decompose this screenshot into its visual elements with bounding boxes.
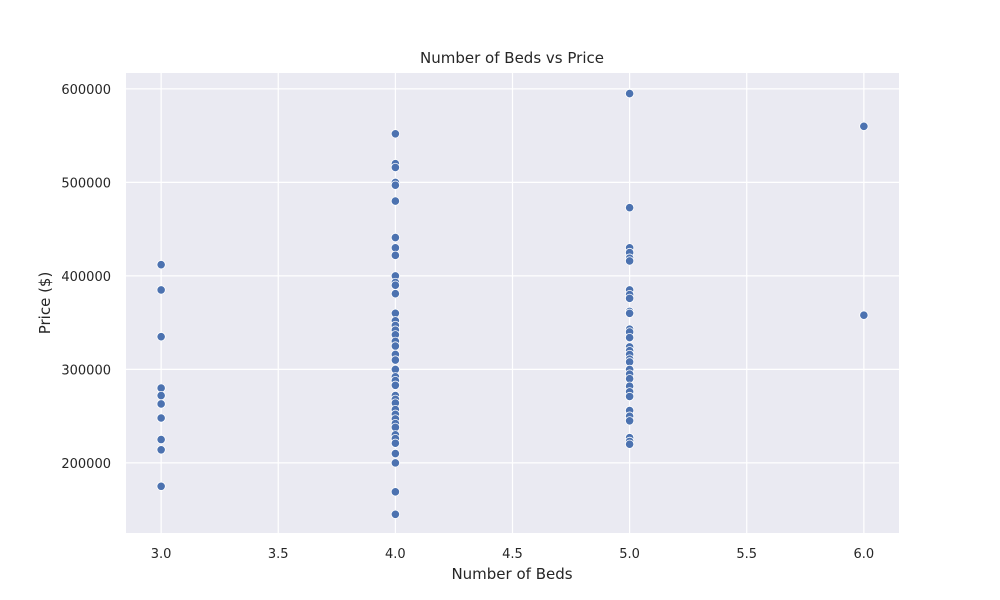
data-point <box>390 487 400 497</box>
data-point <box>156 481 166 491</box>
x-tick-label: 4.0 <box>385 547 406 562</box>
y-tick-label: 500000 <box>61 176 111 191</box>
x-tick-label: 5.5 <box>736 547 757 562</box>
x-axis-label: Number of Beds <box>451 565 572 583</box>
data-point <box>390 280 400 290</box>
data-point <box>625 416 635 426</box>
y-tick-label: 300000 <box>61 363 111 378</box>
y-tick-label: 600000 <box>61 83 111 98</box>
data-point <box>390 162 400 173</box>
data-point <box>859 310 869 320</box>
data-point <box>156 399 166 409</box>
chart-title: Number of Beds vs Price <box>420 49 604 67</box>
x-tick-label: 4.5 <box>502 547 523 562</box>
x-tick-label: 5.0 <box>619 547 640 562</box>
data-point <box>625 256 635 266</box>
data-point <box>156 260 166 270</box>
x-tick-label: 3.5 <box>268 547 289 562</box>
data-point <box>390 196 400 206</box>
data-point <box>156 445 166 455</box>
y-tick-label: 200000 <box>61 457 111 472</box>
data-point <box>625 391 635 402</box>
data-point <box>390 250 400 260</box>
grid-lines <box>126 73 899 533</box>
data-point <box>390 341 400 351</box>
data-point <box>625 203 635 213</box>
data-point <box>390 380 400 390</box>
data-point <box>390 129 400 139</box>
data-point <box>390 448 400 459</box>
data-point <box>390 509 400 519</box>
data-point <box>625 293 635 303</box>
data-point <box>625 308 635 318</box>
data-point <box>859 121 869 131</box>
data-point <box>625 88 635 99</box>
x-tick-labels: 3.0 3.5 4.0 4.5 5.0 5.5 6.0 <box>151 547 874 562</box>
data-point <box>390 180 400 190</box>
data-point <box>390 458 400 468</box>
data-point <box>390 355 400 365</box>
y-tick-labels: 200000 300000 400000 500000 600000 <box>61 83 111 472</box>
x-tick-label: 6.0 <box>854 547 875 562</box>
data-point <box>156 285 166 295</box>
data-point <box>156 390 166 401</box>
data-point <box>156 413 166 423</box>
data-point <box>390 289 400 299</box>
data-point <box>156 434 166 445</box>
data-point <box>156 332 166 342</box>
data-point <box>625 439 635 449</box>
data-points <box>156 88 869 519</box>
y-tick-label: 400000 <box>61 270 111 285</box>
y-axis-label: Price ($) <box>36 272 54 335</box>
x-tick-label: 3.0 <box>151 547 172 562</box>
data-point <box>390 232 400 243</box>
data-point <box>625 332 635 343</box>
data-point <box>390 438 400 448</box>
